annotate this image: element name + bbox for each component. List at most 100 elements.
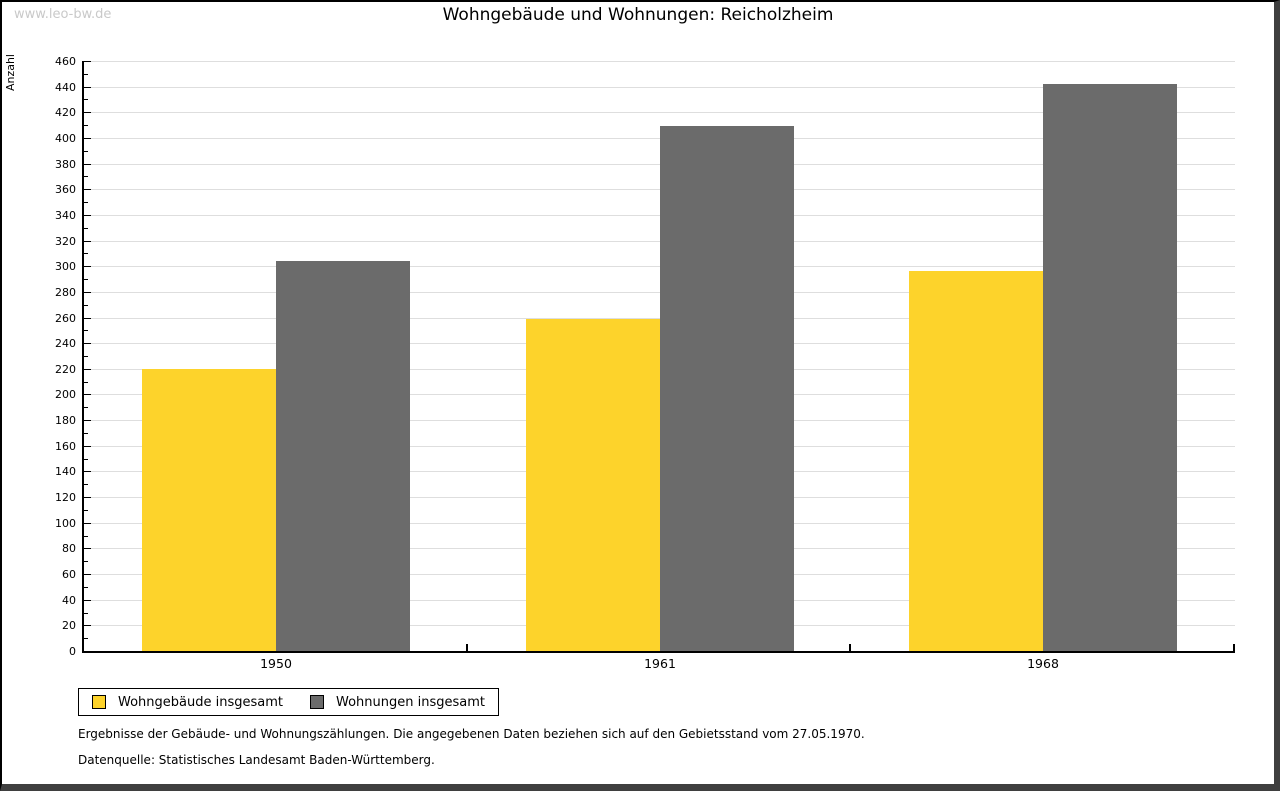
y-axis-tick-label: 80 bbox=[62, 542, 76, 555]
y-axis-minor-tick bbox=[84, 382, 88, 383]
bar-1950-series1 bbox=[276, 261, 410, 651]
y-axis-minor-tick bbox=[84, 202, 88, 203]
y-axis-major-tick bbox=[84, 420, 91, 421]
y-axis-tick-label: 260 bbox=[55, 312, 76, 325]
legend-swatch-icon bbox=[310, 695, 324, 709]
y-axis-major-tick bbox=[84, 343, 91, 344]
legend-box: Wohngebäude insgesamt Wohnungen insgesamt bbox=[78, 688, 499, 716]
y-axis-tick-label: 20 bbox=[62, 619, 76, 632]
y-axis-major-tick bbox=[84, 112, 91, 113]
y-axis-major-tick bbox=[84, 446, 91, 447]
bar-1968-series1 bbox=[1043, 84, 1177, 651]
y-axis-major-tick bbox=[84, 497, 91, 498]
y-axis-minor-tick bbox=[84, 176, 88, 177]
y-axis-major-tick bbox=[84, 189, 91, 190]
y-axis-major-tick bbox=[84, 471, 91, 472]
y-axis-minor-tick bbox=[84, 536, 88, 537]
y-axis-major-tick bbox=[84, 548, 91, 549]
legend-swatch-icon bbox=[92, 695, 106, 709]
x-axis-category-label: 1961 bbox=[644, 656, 676, 671]
y-axis-tick-label: 360 bbox=[55, 183, 76, 196]
x-axis-boundary-tick bbox=[849, 644, 851, 651]
y-axis-major-tick bbox=[84, 241, 91, 242]
y-axis-major-tick bbox=[84, 600, 91, 601]
gridline bbox=[84, 61, 1235, 62]
legend-item-series0: Wohngebäude insgesamt bbox=[92, 695, 283, 710]
x-axis-boundary-tick bbox=[1233, 644, 1235, 651]
bar-1950-series0 bbox=[142, 369, 276, 651]
y-axis-major-tick bbox=[84, 164, 91, 165]
gridline bbox=[84, 292, 1235, 293]
y-axis-tick-label: 420 bbox=[55, 106, 76, 119]
y-axis-major-tick bbox=[84, 651, 91, 652]
y-axis-tick-label: 180 bbox=[55, 414, 76, 427]
y-axis-minor-tick bbox=[84, 356, 88, 357]
y-axis-major-tick bbox=[84, 394, 91, 395]
y-axis-minor-tick bbox=[84, 510, 88, 511]
gridline bbox=[84, 241, 1235, 242]
y-axis-minor-tick bbox=[84, 561, 88, 562]
bar-1968-series0 bbox=[909, 271, 1043, 651]
y-axis-major-tick bbox=[84, 266, 91, 267]
y-axis-minor-tick bbox=[84, 99, 88, 100]
legend-label: Wohnungen insgesamt bbox=[336, 694, 485, 710]
plot-area: 0 20 40 60 80 100 120 140 160 180 200 220 240 260 280 3… bbox=[55, 55, 1235, 671]
y-axis-tick-label: 300 bbox=[55, 260, 76, 273]
y-axis-minor-tick bbox=[84, 587, 88, 588]
y-axis-minor-tick bbox=[84, 407, 88, 408]
y-axis-minor-tick bbox=[84, 484, 88, 485]
y-axis-major-tick bbox=[84, 61, 91, 62]
x-axis-category-label: 1950 bbox=[260, 656, 292, 671]
bar-1961-series1 bbox=[660, 126, 794, 651]
y-axis-tick-label: 220 bbox=[55, 363, 76, 376]
y-axis-major-tick bbox=[84, 625, 91, 626]
gridline bbox=[84, 318, 1235, 319]
y-axis-minor-tick bbox=[84, 228, 88, 229]
y-axis-title: Anzahl bbox=[4, 54, 17, 92]
gridline bbox=[84, 112, 1235, 113]
y-axis-minor-tick bbox=[84, 305, 88, 306]
gridline bbox=[84, 266, 1235, 267]
y-axis-tick-label: 440 bbox=[55, 81, 76, 94]
y-axis-tick-label: 400 bbox=[55, 132, 76, 145]
y-axis-major-tick bbox=[84, 215, 91, 216]
y-axis-minor-tick bbox=[84, 613, 88, 614]
y-axis-tick-label: 60 bbox=[62, 568, 76, 581]
y-axis-major-tick bbox=[84, 523, 91, 524]
y-axis-tick-label: 160 bbox=[55, 440, 76, 453]
y-axis-tick-label: 320 bbox=[55, 235, 76, 248]
y-axis-minor-tick bbox=[84, 433, 88, 434]
legend-label: Wohngebäude insgesamt bbox=[118, 694, 283, 710]
y-axis-minor-tick bbox=[84, 459, 88, 460]
y-axis-minor-tick bbox=[84, 330, 88, 331]
y-axis-tick-label: 0 bbox=[69, 645, 76, 658]
y-axis-tick-label: 40 bbox=[62, 594, 76, 607]
y-axis-tick-label: 240 bbox=[55, 337, 76, 350]
y-axis-minor-tick bbox=[84, 125, 88, 126]
y-axis-minor-tick bbox=[84, 253, 88, 254]
gridline bbox=[84, 189, 1235, 190]
y-axis-tick-label: 380 bbox=[55, 158, 76, 171]
y-axis-tick-label: 120 bbox=[55, 491, 76, 504]
y-axis-major-tick bbox=[84, 138, 91, 139]
gridline bbox=[84, 87, 1235, 88]
gridline bbox=[84, 164, 1235, 165]
y-axis-tick-label: 140 bbox=[55, 465, 76, 478]
footnote-data-source: Datenquelle: Statistisches Landesamt Bad… bbox=[78, 753, 435, 767]
chart-title: Wohngebäude und Wohnungen: Reicholzheim bbox=[442, 5, 834, 25]
y-axis-major-tick bbox=[84, 574, 91, 575]
y-axis-tick-label: 460 bbox=[55, 55, 76, 68]
y-axis-tick-label: 340 bbox=[55, 209, 76, 222]
x-axis-boundary-tick bbox=[466, 644, 468, 651]
y-axis-major-tick bbox=[84, 292, 91, 293]
watermark: www.leo-bw.de bbox=[14, 7, 112, 22]
y-axis-major-tick bbox=[84, 369, 91, 370]
gridline bbox=[84, 138, 1235, 139]
bar-1961-series0 bbox=[526, 319, 660, 651]
y-axis-tick-label: 280 bbox=[55, 286, 76, 299]
y-axis-tick-label: 100 bbox=[55, 517, 76, 530]
y-axis-major-tick bbox=[84, 318, 91, 319]
y-axis-minor-tick bbox=[84, 638, 88, 639]
y-axis-minor-tick bbox=[84, 151, 88, 152]
